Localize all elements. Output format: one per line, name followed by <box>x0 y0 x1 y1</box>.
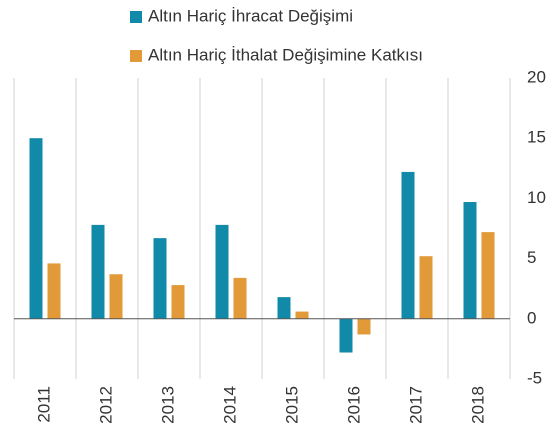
x-tick-label: 2018 <box>468 386 487 424</box>
bar <box>277 297 291 319</box>
y-tick-label: 20 <box>527 67 546 86</box>
bar <box>463 202 477 319</box>
y-tick-label: 0 <box>527 308 536 327</box>
y-tick-label: 10 <box>527 188 546 207</box>
x-tick-label: 2011 <box>34 386 53 423</box>
bar <box>215 224 229 319</box>
legend-label: Altın Hariç İhracat Değişimi <box>148 6 353 25</box>
bar <box>357 318 371 335</box>
y-tick-label: 5 <box>527 248 536 267</box>
bar <box>481 232 495 319</box>
x-tick-label: 2016 <box>344 386 363 424</box>
bar <box>233 277 247 319</box>
legend-swatch <box>130 50 142 62</box>
bar <box>401 171 415 319</box>
legend-label: Altın Hariç İthalat Değişimine Katkısı <box>148 45 423 64</box>
x-tick-label: 2012 <box>96 386 115 424</box>
bar <box>153 238 167 319</box>
bar <box>295 311 309 319</box>
bar <box>171 285 185 319</box>
bar <box>47 263 61 319</box>
x-tick-label: 2013 <box>158 386 177 424</box>
x-tick-label: 2015 <box>282 386 301 424</box>
y-tick-label: -5 <box>527 368 542 387</box>
bar <box>109 274 123 319</box>
x-tick-label: 2017 <box>406 386 425 424</box>
bar <box>91 224 105 319</box>
bar <box>29 138 43 319</box>
bar <box>339 318 353 353</box>
y-tick-label: 15 <box>527 128 546 147</box>
legend-swatch <box>130 11 142 23</box>
x-tick-label: 2014 <box>220 386 239 424</box>
bar <box>419 256 433 319</box>
